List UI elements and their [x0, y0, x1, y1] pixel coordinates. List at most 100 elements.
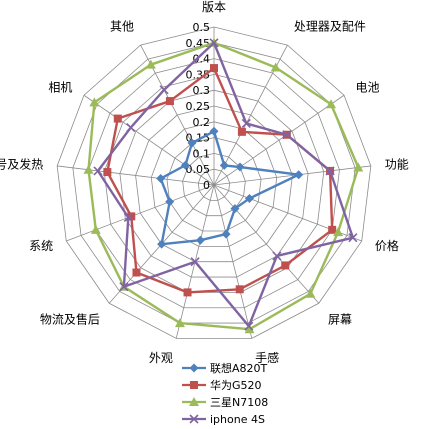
tick-label: 0.35	[186, 68, 211, 81]
category-label: 手感	[255, 350, 279, 365]
legend-item: iphone 4S	[182, 413, 265, 426]
grid-spoke	[213, 184, 320, 304]
data-point	[174, 318, 185, 328]
data-point	[282, 130, 292, 140]
category-label: 系统	[29, 239, 53, 253]
data-point	[189, 397, 199, 406]
radial-tick-labels: 00.050.10.150.20.250.30.350.40.450.5	[186, 21, 211, 192]
data-point	[209, 38, 219, 48]
grid-spoke	[83, 94, 215, 186]
legend-label: 华为G520	[210, 378, 262, 392]
series-group	[83, 37, 364, 334]
legend-item: 华为G520	[182, 378, 262, 392]
category-label: 功能	[385, 157, 409, 171]
grid-ring	[56, 26, 372, 339]
series	[83, 37, 364, 334]
data-point	[189, 414, 199, 424]
series	[156, 126, 304, 249]
data-point	[103, 168, 112, 177]
grid-spoke	[213, 184, 253, 339]
data-point	[132, 268, 141, 277]
series-line	[96, 41, 355, 328]
category-label: 其他	[110, 20, 134, 34]
data-point	[210, 64, 218, 73]
data-point	[83, 164, 94, 174]
grid-ring	[135, 105, 293, 263]
data-point	[180, 160, 190, 170]
category-label: 相机	[48, 80, 72, 94]
data-point	[113, 114, 122, 123]
series-line	[87, 41, 360, 331]
data-point	[244, 321, 254, 331]
data-point	[230, 204, 240, 214]
category-label: 版本	[202, 0, 226, 14]
tick-label: 0.3	[193, 84, 211, 97]
tick-label: 0.2	[193, 116, 211, 129]
series-line	[106, 66, 334, 294]
data-point	[187, 138, 197, 148]
data-point	[328, 225, 337, 234]
category-label: 屏幕	[328, 313, 352, 327]
data-point	[235, 285, 244, 294]
data-point	[165, 97, 174, 106]
grid-ring	[150, 121, 278, 247]
grid-spoke	[57, 165, 215, 186]
tick-label: 0.25	[186, 100, 211, 113]
data-point	[241, 118, 251, 129]
tick-label: 0.1	[193, 147, 211, 160]
data-point	[219, 160, 229, 170]
category-label: 处理器及配件	[294, 20, 366, 34]
grid-spoke	[213, 94, 345, 186]
legend-item: 联想A820T	[182, 361, 268, 375]
data-point	[145, 59, 156, 69]
data-point	[325, 166, 335, 176]
data-point	[333, 227, 344, 237]
data-point	[93, 166, 103, 176]
legend-label: iphone 4S	[210, 413, 265, 426]
data-point	[90, 224, 101, 234]
grid-ring	[88, 58, 340, 309]
data-point	[272, 251, 282, 261]
data-point	[305, 288, 316, 298]
grid-ring	[119, 89, 309, 278]
tick-label: 0.4	[193, 53, 211, 66]
grid-spoke	[66, 184, 215, 242]
grid-spoke	[213, 165, 371, 186]
grid-ring	[103, 73, 325, 293]
data-point	[235, 162, 245, 172]
data-point	[221, 229, 231, 239]
data-point	[195, 235, 205, 245]
data-point	[244, 324, 255, 334]
data-point	[294, 170, 304, 180]
data-point	[209, 126, 219, 136]
data-point	[189, 363, 199, 373]
data-point	[190, 381, 198, 389]
data-point	[127, 212, 136, 221]
data-point	[157, 239, 167, 249]
data-point	[348, 233, 358, 243]
category-label: 价格	[375, 238, 399, 253]
data-point	[270, 62, 281, 72]
data-point	[165, 197, 175, 207]
data-point	[119, 282, 129, 292]
category-label: 信号及发热	[0, 156, 43, 171]
data-point	[326, 99, 337, 109]
legend-label: 三星N7108	[210, 396, 268, 409]
data-point	[126, 122, 136, 133]
legend: 联想A820T 华为G520 三星N7108 iphone 4S	[182, 361, 268, 426]
category-label: 外观	[149, 351, 173, 365]
tick-label: 0	[203, 179, 210, 192]
category-label: 物流及售后	[40, 312, 100, 327]
legend-item: 三星N7108	[182, 396, 268, 409]
data-point	[237, 127, 246, 136]
grid-ring	[166, 137, 262, 232]
tick-label: 0.05	[186, 163, 211, 176]
category-label: 电池	[356, 80, 380, 94]
data-point	[281, 261, 290, 270]
data-point	[244, 193, 254, 203]
data-point	[123, 212, 133, 223]
grid-ring	[197, 168, 231, 201]
data-point	[89, 97, 100, 107]
